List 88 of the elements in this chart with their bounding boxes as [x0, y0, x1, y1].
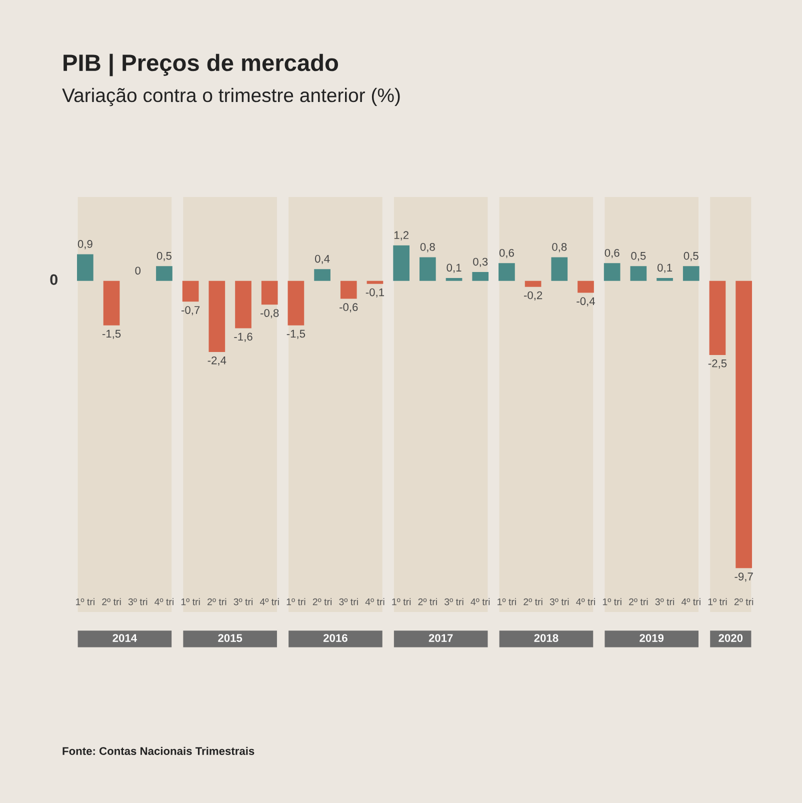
chart-title: PIB | Preços de mercado — [64, 54, 338, 76]
bar — [208, 280, 226, 352]
bar — [314, 269, 330, 281]
x-tick-label: 2º tri — [312, 598, 332, 606]
x-tick-label: 3º tri — [339, 598, 358, 606]
bar — [472, 272, 489, 281]
x-tick-label: 4º tri — [681, 598, 700, 606]
text: 2014 — [112, 634, 137, 642]
x-tick-label: 1º tri — [181, 598, 200, 606]
x-tick-label: 4º tri — [154, 598, 174, 606]
x-tick-label: 4º tri — [260, 598, 279, 606]
x-tick-label: 2º tri — [734, 598, 754, 606]
x-tick-label: 2º tri — [208, 598, 226, 606]
x-tick-label: 4º tri — [576, 598, 595, 606]
x-tick-label: 1º tri — [708, 598, 727, 606]
bar — [235, 280, 252, 328]
data-label: 0,9 — [78, 240, 92, 250]
bar — [156, 266, 172, 281]
bar — [551, 257, 568, 281]
x-tick-label: 3º tri — [550, 598, 569, 606]
data-label: -0,4 — [576, 297, 595, 306]
x-tick-label: 1º tri — [602, 598, 622, 606]
data-label: -0,6 — [340, 303, 358, 312]
x-tick-label: 2º tri — [418, 598, 437, 606]
text: 2015 — [218, 634, 242, 642]
data-label: 0,4 — [315, 254, 330, 264]
data-label: -2,4 — [208, 356, 226, 366]
chart-subtitle: Variação contra o trimestre anterior (%) — [62, 88, 400, 106]
bar — [393, 245, 410, 281]
data-label: 0,1 — [658, 264, 672, 273]
bar — [340, 280, 357, 299]
bar — [656, 278, 673, 281]
text: 0 — [50, 274, 58, 286]
text: 2016 — [323, 634, 348, 642]
data-label: 0,6 — [604, 248, 620, 258]
bar — [103, 280, 120, 326]
x-tick-label: 2º tri — [524, 598, 542, 606]
data-label: -0,7 — [181, 306, 200, 316]
bar — [498, 263, 515, 281]
data-label: -0,2 — [524, 291, 542, 300]
data-label: 0,5 — [631, 252, 646, 262]
x-tick-label: 1º tri — [498, 598, 516, 606]
x-tick-label: 3º tri — [234, 598, 252, 606]
bar — [182, 280, 199, 302]
data-label: -0,1 — [366, 288, 384, 298]
data-label: 0,6 — [499, 248, 514, 258]
bar — [288, 280, 304, 326]
text: 2017 — [428, 634, 453, 642]
data-label: -0,8 — [260, 309, 279, 318]
x-tick-label: 1º tri — [286, 598, 306, 606]
data-label: 1,2 — [394, 231, 408, 240]
bar — [709, 280, 726, 355]
data-label: 0 — [135, 266, 141, 275]
data-label: -1,6 — [234, 332, 252, 342]
data-label: 0,5 — [156, 252, 172, 262]
bar — [446, 278, 462, 281]
data-label: 0,8 — [552, 243, 567, 252]
bar — [261, 280, 278, 305]
bar — [77, 254, 94, 281]
bar — [630, 266, 647, 281]
x-tick-label: 4º tri — [470, 598, 490, 606]
bar — [366, 280, 384, 284]
x-tick-label: 1º tri — [392, 598, 411, 606]
text: 2020 — [718, 634, 743, 642]
x-tick-label: 3º tri — [444, 598, 464, 606]
bar — [604, 263, 620, 281]
x-tick-label: 2º tri — [102, 598, 121, 606]
data-label: -1,5 — [102, 330, 121, 339]
data-label: -1,5 — [286, 330, 306, 339]
x-tick-label: 3º tri — [655, 598, 674, 606]
source-note: Fonte: Contas Nacionais Trimestrais — [62, 746, 254, 755]
text: 2018 — [534, 634, 558, 642]
bar — [736, 280, 752, 568]
data-label: -2,5 — [708, 359, 727, 369]
bar — [682, 266, 700, 281]
data-label: 0,5 — [684, 252, 698, 262]
bar — [578, 280, 594, 293]
x-tick-label: 2º tri — [629, 598, 648, 606]
bar — [524, 280, 542, 287]
data-label: 0,1 — [446, 264, 462, 273]
x-tick-label: 4º tri — [365, 598, 384, 606]
text: 2019 — [640, 634, 664, 642]
bar — [420, 257, 436, 281]
data-label: -9,7 — [734, 572, 753, 582]
x-tick-label: 1º tri — [76, 598, 94, 606]
data-label: 0,3 — [473, 258, 488, 267]
x-tick-label: 3º tri — [128, 598, 148, 606]
data-label: 0,8 — [420, 243, 435, 252]
